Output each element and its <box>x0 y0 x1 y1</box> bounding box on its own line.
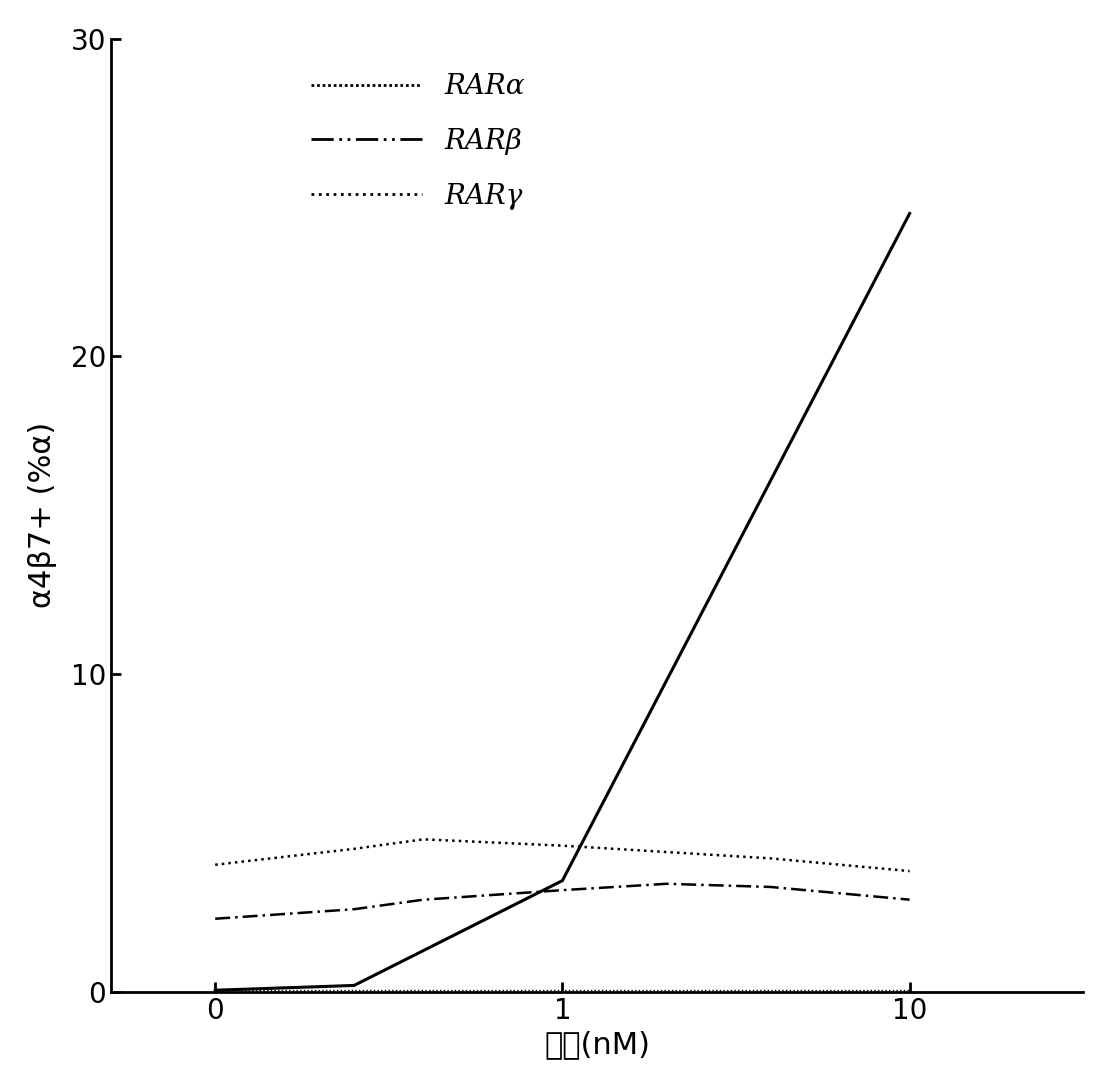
Y-axis label: α4β7+ (%α): α4β7+ (%α) <box>28 422 57 609</box>
X-axis label: 浓度(nM): 浓度(nM) <box>544 1030 650 1059</box>
Legend: RARα, RARβ, RARγ: RARα, RARβ, RARγ <box>300 62 536 221</box>
